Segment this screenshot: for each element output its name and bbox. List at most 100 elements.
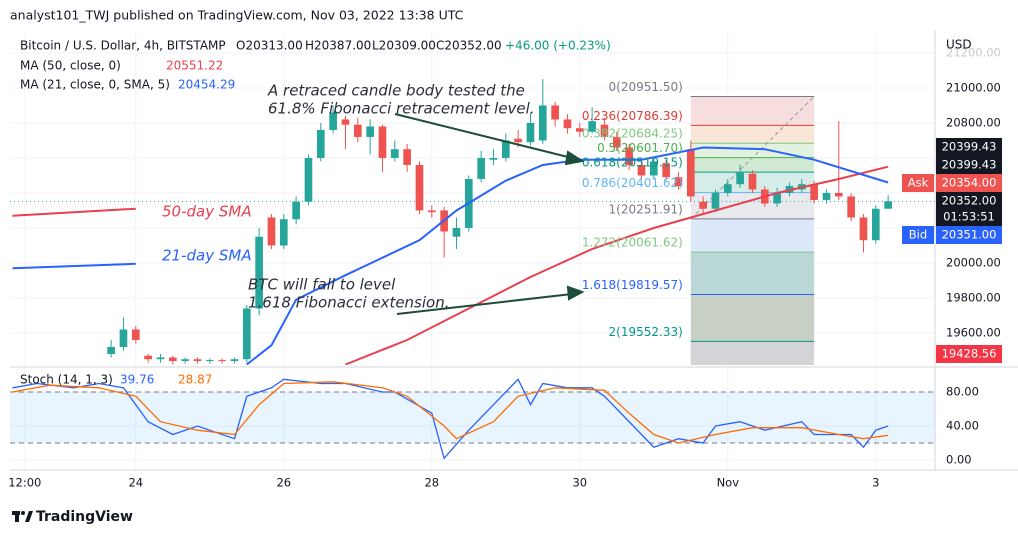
fib-band <box>690 218 815 253</box>
y-tick-label: 21200.00 <box>946 45 1001 59</box>
fib-label: 0.618(20519.15) <box>582 156 683 170</box>
x-tick-label: Nov <box>717 476 740 490</box>
badge <box>936 174 1002 192</box>
line-series <box>12 146 889 365</box>
candle-body <box>205 360 214 362</box>
legend-value: 20551.22 <box>166 59 223 73</box>
y-tick-label: 80.00 <box>946 385 979 399</box>
candle-body <box>168 357 177 361</box>
fib-band <box>690 192 815 219</box>
fib-band <box>690 294 815 342</box>
line-series <box>12 165 889 365</box>
candle-body <box>279 219 288 246</box>
y-tick-label: 19800.00 <box>946 290 1001 304</box>
legend-value: 28.87 <box>178 373 212 387</box>
candle-body <box>242 308 251 360</box>
x-tick-label: 30 <box>572 476 587 490</box>
stoch-pane <box>10 378 935 460</box>
candle-body <box>477 157 485 179</box>
candle-body <box>514 138 522 143</box>
candle-body <box>711 192 720 209</box>
badge-label: 19428.56 <box>942 347 997 361</box>
y-tick-label: 20800.00 <box>946 115 1001 129</box>
candle-body <box>834 192 843 197</box>
candle-body <box>329 112 337 130</box>
annotation: 50-day SMA <box>162 203 252 221</box>
candle-body <box>847 196 855 218</box>
badge <box>936 156 1002 174</box>
candle-body <box>736 171 744 185</box>
fib-band <box>690 341 815 365</box>
candle-body <box>107 346 115 354</box>
candle-body <box>686 149 695 197</box>
badge <box>936 226 1002 244</box>
fib-band <box>690 96 815 126</box>
candle-body <box>255 236 263 309</box>
candle-body <box>218 360 226 362</box>
fib-label: 0.382(20684.25) <box>582 127 683 141</box>
badge-label: 20354.00 <box>942 176 997 190</box>
fib-band <box>690 252 815 295</box>
header: analyst101_TWJ published on TradingView.… <box>10 8 464 23</box>
badge-label: Bid <box>909 228 927 242</box>
fib-label: 1(20251.91) <box>609 202 683 216</box>
x-tick-label: 24 <box>128 476 143 490</box>
ohlc: L20309.00 <box>372 39 436 53</box>
line-series <box>12 381 889 444</box>
annotation: BTC will fall to level <box>248 276 396 294</box>
badge <box>936 192 1002 226</box>
candle-body <box>156 357 165 360</box>
candle-body <box>526 122 535 143</box>
candle-body <box>403 149 411 165</box>
axis-title: USD <box>946 38 972 52</box>
arrow <box>396 293 573 315</box>
candle-body <box>699 201 707 209</box>
badge <box>902 174 934 192</box>
ohlc: H20387.00 <box>305 39 371 53</box>
fib-label: 1.272(20061.62) <box>582 236 683 250</box>
candle-body <box>119 329 128 347</box>
candle-body <box>489 157 498 160</box>
badge <box>902 226 934 244</box>
candle-body <box>588 121 596 132</box>
candle-body <box>551 105 559 120</box>
axis-labels: 12:00 24 26 28 30 Nov 3 19600.00 19800.00 20000.0… <box>8 45 1001 489</box>
fib-band <box>690 125 815 144</box>
candle-body <box>415 164 424 211</box>
candle-body <box>390 149 399 158</box>
candle-body <box>193 359 202 361</box>
candle-body <box>748 173 757 190</box>
y-tick-label: 21000.00 <box>946 80 1001 94</box>
candle-body <box>144 355 152 360</box>
candle-body <box>366 126 374 137</box>
x-tick-label: 28 <box>424 476 439 490</box>
candle-body <box>501 140 510 158</box>
annotation: 61.8% Fibonacci retracement level. <box>268 100 535 118</box>
logo-part <box>25 511 33 522</box>
x-tick-label: 12:00 <box>8 476 41 490</box>
legend-entry: MA (50, close, 0) <box>20 59 121 73</box>
annotation: 21-day SMA <box>162 247 252 265</box>
price-pane <box>10 79 935 365</box>
candle-body <box>538 105 547 141</box>
band-fill <box>10 392 935 443</box>
legend-value: 39.76 <box>120 373 154 387</box>
badge-label: 20399.43 <box>942 158 997 172</box>
stoch-title: Stoch (14, 1, 3) <box>20 373 113 387</box>
fib-label: 0.786(20401.62) <box>582 176 683 190</box>
fibonacci <box>690 95 815 365</box>
badge-label: Ask <box>908 176 929 190</box>
candle-body <box>674 177 683 186</box>
candle-body <box>649 161 658 176</box>
y-tick-label: 40.00 <box>946 418 979 432</box>
fib-label: 0.236(20786.39) <box>582 109 683 123</box>
fib-band <box>690 157 815 173</box>
candle-body <box>341 119 350 125</box>
candle-body <box>427 210 436 213</box>
ohlc-change: +46.00 (+0.23%) <box>505 39 611 53</box>
candle-body <box>131 329 140 340</box>
candle-body <box>810 184 818 200</box>
candle-body <box>292 201 300 220</box>
candle-body <box>378 126 387 158</box>
